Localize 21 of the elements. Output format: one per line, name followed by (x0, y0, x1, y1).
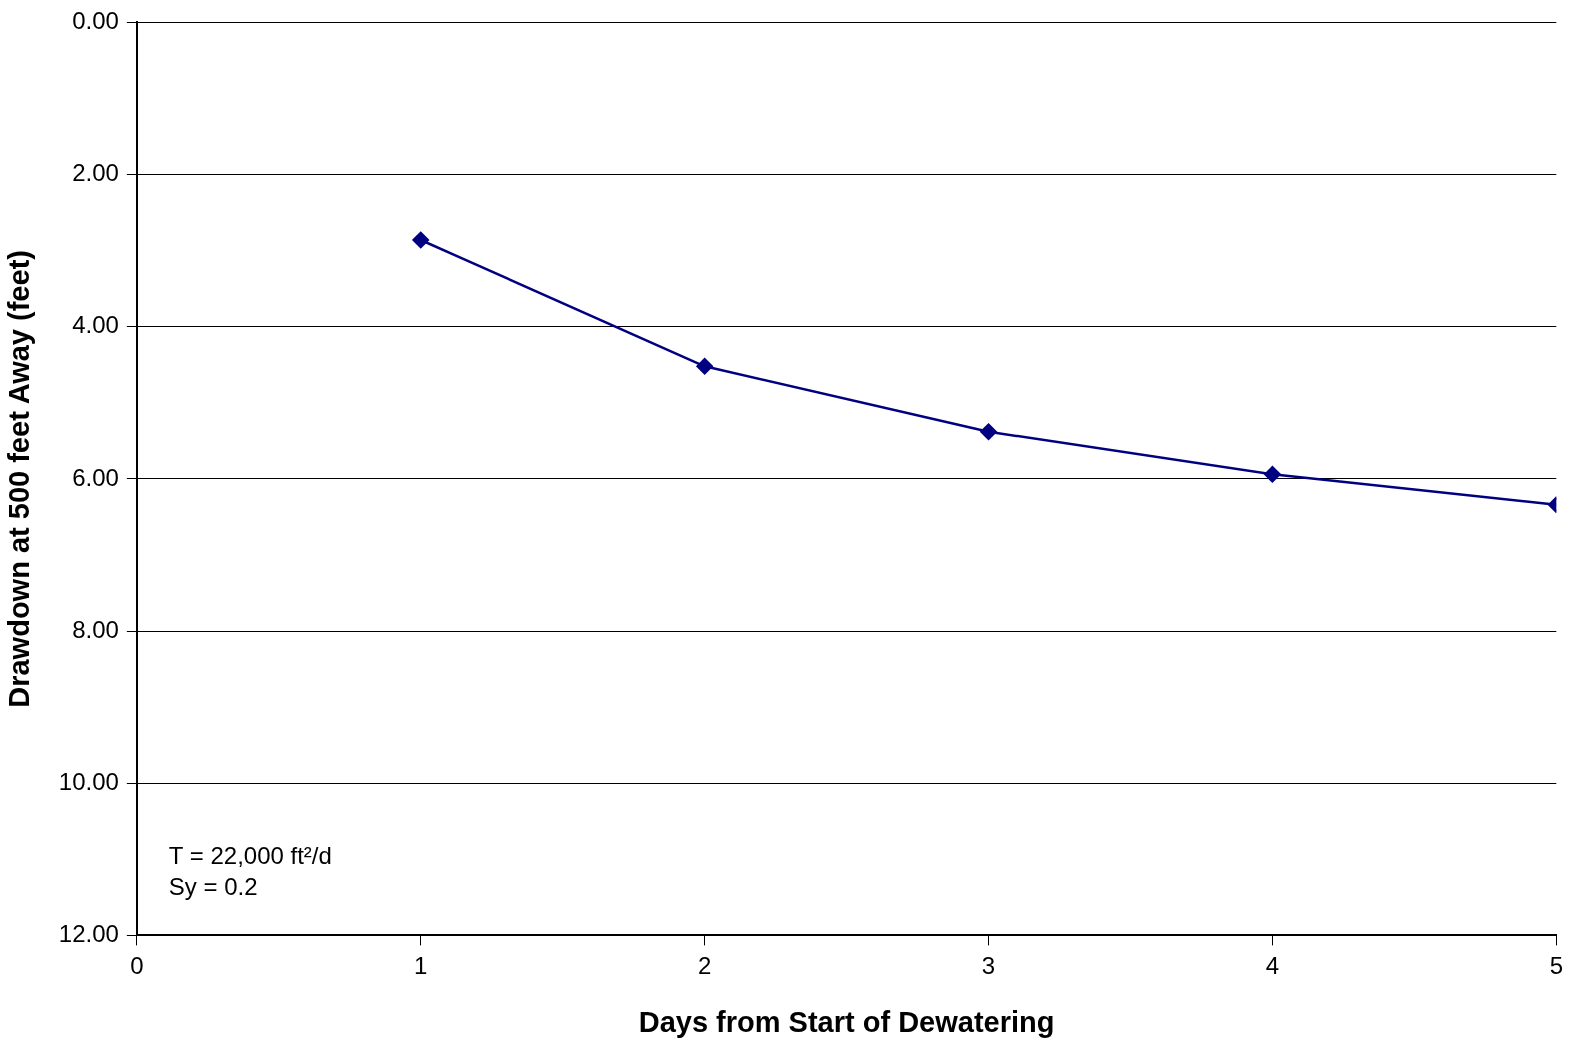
y-tick-label: 4.00 (72, 311, 119, 339)
annotation: T = 22,000 ft²/d (168, 842, 332, 870)
y-tick-label: 10.00 (58, 767, 119, 795)
y-tick-label: 12.00 (58, 920, 119, 948)
x-tick-label: 1 (414, 952, 428, 980)
annotation: Sy = 0.2 (168, 873, 258, 901)
y-tick-label: 6.00 (72, 463, 119, 491)
x-tick-label: 0 (130, 952, 144, 980)
x-tick-label: 2 (697, 952, 712, 980)
x-tick-label: 4 (1265, 952, 1280, 980)
x-tick-label: 3 (981, 952, 996, 980)
y-axis-title: Drawdown at 500 feet Away (feet) (3, 250, 36, 708)
x-axis-title: Days from Start of Dewatering (638, 1005, 1055, 1038)
y-tick-label: 2.00 (72, 159, 119, 187)
y-tick-label: 0.00 (72, 7, 119, 35)
point (980, 423, 997, 440)
x-tick-label: 5 (1549, 952, 1564, 980)
point (1264, 466, 1281, 483)
point (412, 231, 429, 249)
y-tick-label: 8.00 (72, 615, 119, 643)
point (696, 358, 713, 375)
